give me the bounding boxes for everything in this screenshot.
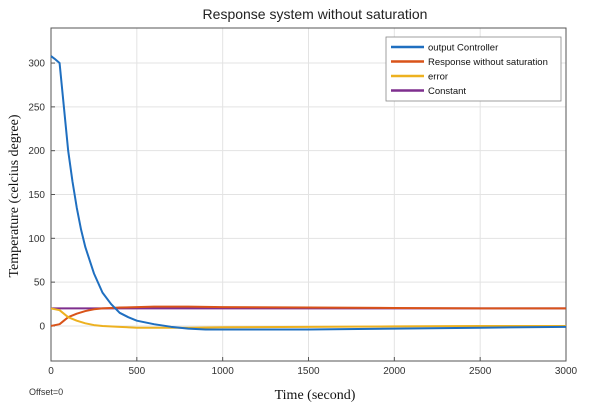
series-line-output-controller — [50, 55, 567, 331]
x-tick-label: 2500 — [469, 366, 492, 377]
series-lines — [50, 55, 567, 331]
x-tick-label: 1000 — [212, 366, 235, 377]
chart-title: Response system without saturation — [203, 6, 428, 22]
y-tick-label: 0 — [39, 321, 45, 332]
y-tick-label: 50 — [34, 278, 46, 289]
legend-label-output-controller: output Controller — [428, 43, 498, 54]
y-tick-label: 250 — [28, 102, 45, 113]
legend: output Controller Response without satura… — [385, 36, 562, 102]
y-tick-label: 150 — [28, 190, 45, 201]
series-line-error — [50, 307, 566, 329]
legend-label-error: error — [428, 72, 448, 83]
x-tick-label: 500 — [128, 366, 145, 377]
y-tick-label: 300 — [28, 59, 45, 70]
x-tick-label: 0 — [48, 366, 54, 377]
x-tick-label: 3000 — [555, 366, 578, 377]
legend-items: output Controller Response without satura… — [391, 43, 548, 97]
x-axis-label: Time (second) — [275, 388, 356, 403]
series-line-response-without-saturation — [50, 305, 566, 327]
y-axis-label: Temperature (celcius degree) — [7, 114, 22, 277]
offset-annotation: Offset=0 — [29, 387, 63, 397]
x-tick-label: 2000 — [383, 366, 406, 377]
legend-label-constant: Constant — [428, 86, 466, 97]
y-tick-label: 200 — [28, 146, 45, 157]
x-tick-label: 1500 — [297, 366, 320, 377]
legend-label-response-without-saturation: Response without saturation — [428, 57, 548, 68]
y-tick-label: 100 — [28, 234, 45, 245]
